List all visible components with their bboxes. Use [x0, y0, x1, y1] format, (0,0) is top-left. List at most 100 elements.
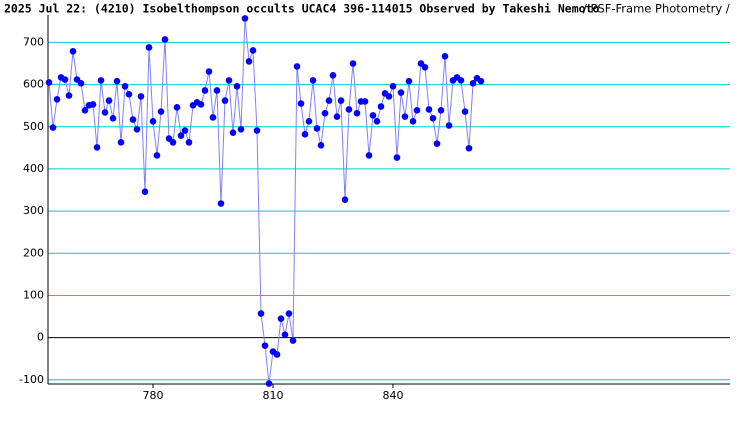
data-point [309, 77, 317, 84]
data-point [53, 96, 61, 103]
y-tick-label: 600 [23, 78, 44, 91]
data-point [297, 100, 305, 107]
data-point [337, 97, 345, 104]
data-point [253, 127, 261, 134]
data-point [157, 108, 165, 115]
data-point [65, 92, 73, 99]
data-point [237, 125, 245, 133]
data-point [377, 103, 385, 110]
data-point [117, 139, 125, 146]
data-point [457, 77, 465, 84]
data-point [153, 152, 161, 159]
data-point [401, 113, 409, 120]
data-point [293, 63, 301, 70]
data-point [317, 142, 325, 149]
data-point [433, 140, 441, 147]
data-point [173, 104, 181, 111]
data-point [393, 154, 401, 161]
data-point [77, 80, 85, 87]
data-point [181, 127, 189, 134]
data-point [477, 77, 485, 85]
data-point [305, 117, 313, 125]
data-point [277, 315, 285, 322]
data-point [425, 106, 433, 113]
data-point [285, 310, 293, 317]
data-point [217, 200, 225, 207]
data-point [261, 342, 269, 349]
data-point [469, 80, 477, 87]
data-point [121, 82, 129, 90]
data-point [209, 114, 217, 121]
data-point [49, 124, 57, 131]
data-point [129, 116, 137, 123]
data-point [465, 144, 473, 152]
data-point [213, 87, 221, 94]
data-point [197, 101, 205, 108]
data-point [177, 132, 185, 139]
data-point [125, 90, 133, 98]
y-tick-label: -100 [19, 373, 44, 386]
data-point [369, 112, 377, 119]
data-point [273, 351, 281, 358]
data-point [461, 108, 469, 115]
data-point [313, 125, 321, 132]
x-tick-label: 840 [383, 389, 404, 402]
data-point [281, 331, 289, 338]
data-point [169, 139, 177, 146]
data-point [113, 77, 121, 85]
data-point [221, 97, 229, 104]
series-line [48, 18, 482, 384]
data-point [241, 15, 249, 22]
data-point [45, 79, 53, 86]
data-point [109, 115, 117, 122]
data-point [61, 76, 69, 83]
y-tick-label: 500 [23, 120, 44, 133]
data-point [333, 113, 341, 120]
chart-title: 2025 Jul 22: (4210) Isobelthompson occul… [4, 2, 600, 16]
y-tick-label: 200 [23, 246, 44, 259]
data-point [161, 36, 169, 43]
y-tick-label: 400 [23, 162, 44, 175]
data-point [149, 117, 157, 125]
y-tick-label: 0 [37, 331, 44, 344]
data-point [145, 44, 153, 51]
data-point [229, 129, 237, 136]
data-point [89, 101, 97, 108]
data-point [373, 117, 381, 125]
data-point [245, 58, 253, 65]
data-point [365, 152, 373, 159]
data-point [321, 109, 329, 117]
data-point [397, 89, 405, 96]
y-tick-label: 100 [23, 288, 44, 301]
data-point [265, 380, 273, 387]
data-point [257, 310, 265, 317]
data-point [105, 97, 113, 104]
data-point [185, 139, 193, 146]
data-point [437, 107, 445, 114]
data-point [389, 82, 397, 90]
data-point [349, 60, 357, 67]
data-point [405, 77, 413, 85]
data-point [353, 109, 361, 117]
data-point [341, 196, 349, 204]
data-point [445, 122, 453, 129]
data-point [289, 337, 297, 344]
y-tick-label: 700 [23, 35, 44, 48]
x-tick-label: 810 [263, 389, 284, 402]
data-point [409, 117, 417, 125]
data-point [421, 63, 429, 71]
data-point [441, 53, 449, 60]
data-point [345, 106, 353, 113]
data-point [233, 82, 241, 90]
data-point [249, 47, 257, 54]
x-tick-label: 780 [143, 389, 164, 402]
data-point [301, 131, 309, 138]
data-point [225, 77, 233, 84]
data-point [141, 188, 149, 195]
data-point [101, 109, 109, 116]
y-tick-label: 300 [23, 204, 44, 217]
data-point [137, 93, 145, 100]
data-point [361, 98, 369, 105]
data-point [69, 47, 77, 55]
